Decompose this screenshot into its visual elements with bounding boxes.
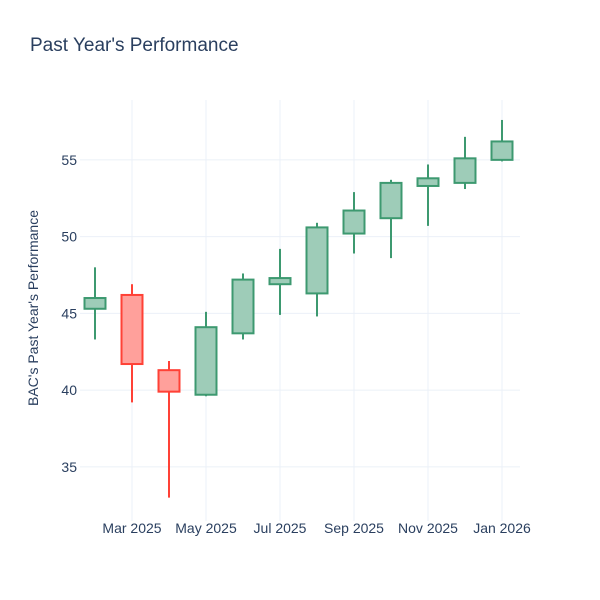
- candle[interactable]: [83, 267, 107, 340]
- y-tick-labels: 35 40 45 50 55: [61, 152, 77, 475]
- candles: [83, 119, 514, 498]
- candle[interactable]: [453, 136, 477, 190]
- x-tick-label: Sep 2025: [324, 520, 384, 536]
- candle-body: [83, 297, 107, 310]
- candle[interactable]: [305, 222, 329, 317]
- candle[interactable]: [231, 273, 255, 340]
- candle-body: [379, 181, 403, 220]
- candle-body: [453, 157, 477, 184]
- x-tick-label: May 2025: [175, 520, 237, 536]
- x-tick-label: Nov 2025: [398, 520, 458, 536]
- candle-body: [194, 326, 218, 396]
- x-tick-label: Jul 2025: [254, 520, 307, 536]
- x-tick-label: Mar 2025: [102, 520, 161, 536]
- candle[interactable]: [416, 164, 440, 226]
- y-gridlines: [80, 159, 520, 468]
- x-tick-labels: Mar 2025 May 2025 Jul 2025 Sep 2025 Nov 2025…: [102, 520, 531, 536]
- candle[interactable]: [379, 179, 403, 259]
- candle[interactable]: [268, 248, 292, 315]
- candle[interactable]: [490, 119, 514, 162]
- y-tick-label: 50: [61, 229, 77, 245]
- candle[interactable]: [194, 311, 218, 397]
- candle-body: [342, 209, 366, 235]
- y-tick-label: 40: [61, 382, 77, 398]
- candle[interactable]: [157, 360, 181, 498]
- candle[interactable]: [342, 192, 366, 254]
- y-tick-label: 55: [61, 152, 77, 168]
- candle-body: [490, 140, 514, 161]
- y-axis-title: BAC's Past Year's Performance: [25, 210, 41, 406]
- y-tick-label: 45: [61, 305, 77, 321]
- candle[interactable]: [120, 284, 144, 403]
- chart-title: Past Year's Performance: [30, 35, 239, 56]
- y-tick-label: 35: [61, 459, 77, 475]
- x-tick-label: Jan 2026: [473, 520, 531, 536]
- candle-body: [416, 177, 440, 187]
- candle-body: [120, 293, 144, 366]
- candle-body: [305, 226, 329, 295]
- candle-body: [157, 369, 181, 393]
- candle-body: [268, 277, 292, 286]
- candle-body: [231, 278, 255, 335]
